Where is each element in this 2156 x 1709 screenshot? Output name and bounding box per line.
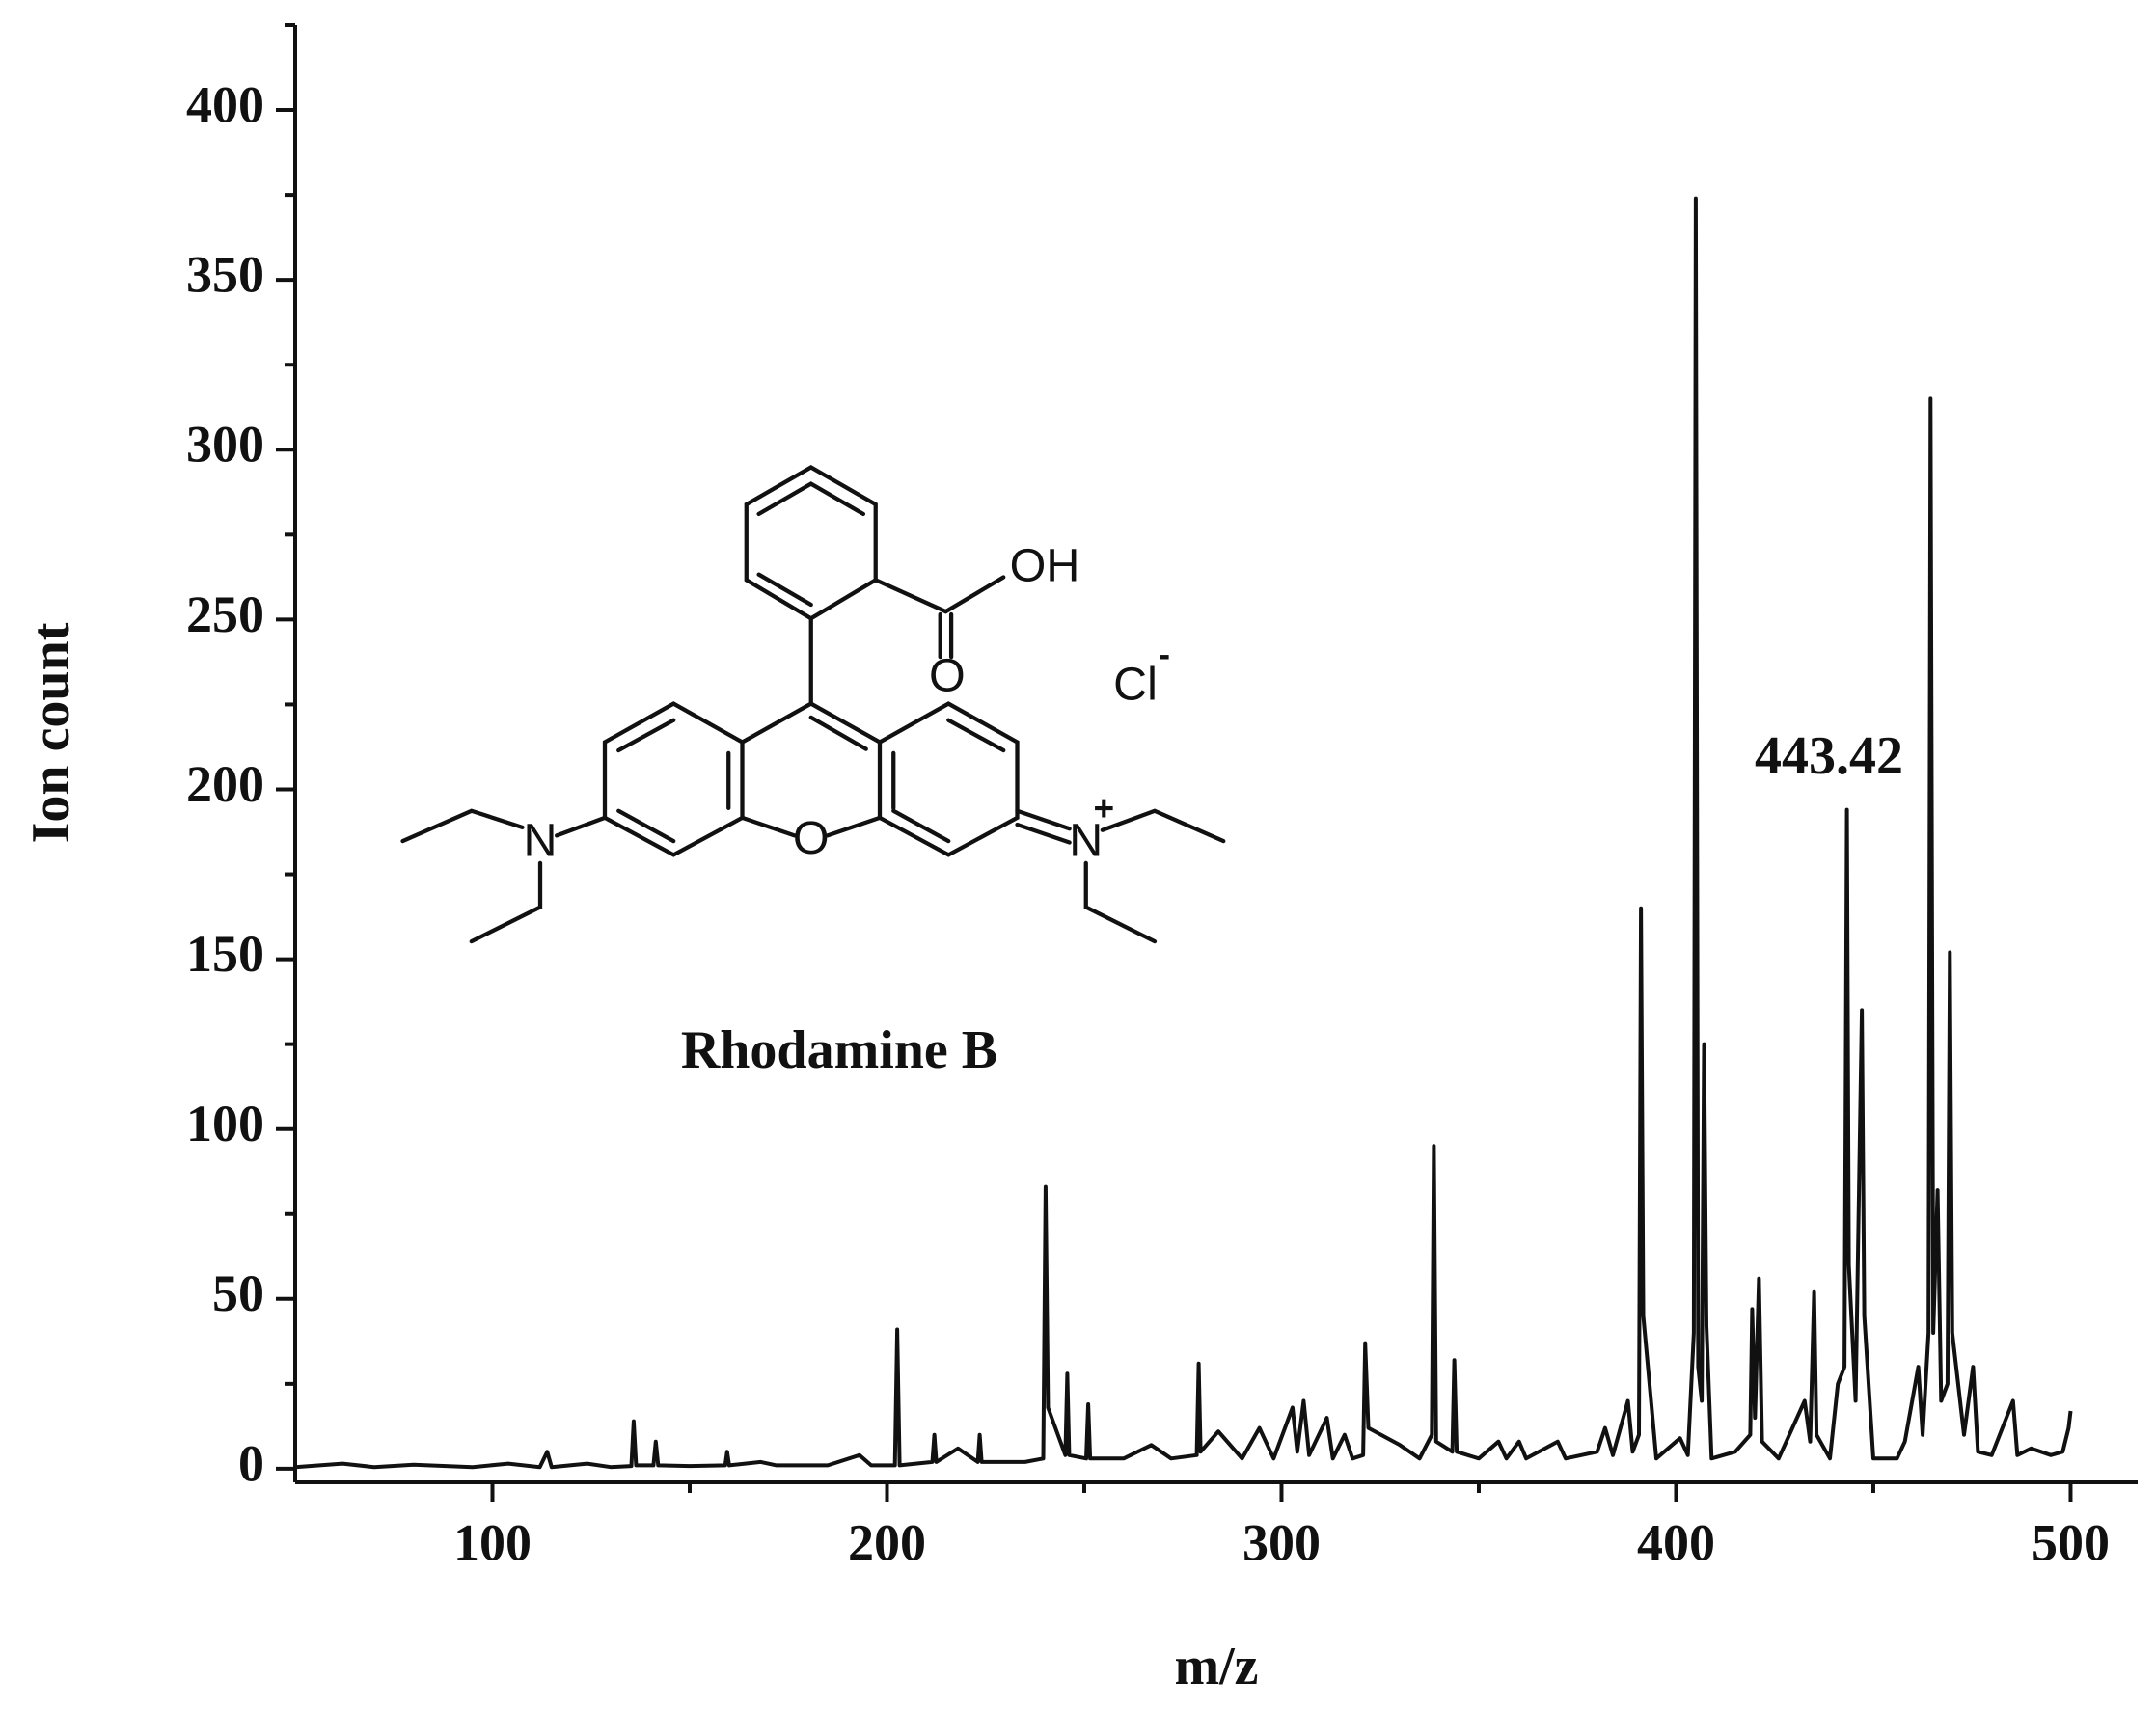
peak-annotation: 443.42: [1755, 726, 1903, 786]
ring: [740, 701, 883, 745]
y-tick-label: 100: [186, 1095, 264, 1153]
x-tick-label: 400: [1637, 1513, 1715, 1571]
ring-inner: [756, 572, 813, 608]
bond: [943, 575, 1006, 614]
bond: [1083, 860, 1158, 944]
bond: [1015, 822, 1072, 845]
x-tick-label: 500: [2032, 1513, 2110, 1571]
ring-inner: [891, 808, 951, 844]
atom-label: N: [1069, 815, 1103, 867]
ring: [877, 701, 1020, 857]
y-tick-label: 150: [186, 925, 264, 983]
bond: [873, 578, 948, 614]
y-tick-label: 400: [186, 75, 264, 133]
atom-label: OH: [1010, 540, 1080, 592]
y-tick-label: 350: [186, 246, 264, 304]
ring: [744, 465, 878, 621]
atom-label: O: [929, 650, 966, 702]
x-axis-title: m/z: [1174, 1637, 1258, 1696]
spectrum-line: [294, 196, 2073, 1470]
y-tick-label: 300: [186, 416, 264, 474]
y-axis-title: Ion count: [21, 622, 81, 843]
atom-label: O: [793, 812, 830, 864]
compound-name: Rhodamine B: [681, 1020, 997, 1080]
bond: [400, 808, 525, 844]
bond: [1015, 808, 1072, 831]
charge-label: -: [1159, 634, 1170, 674]
ring-inner: [616, 808, 676, 844]
ring-inner: [616, 718, 676, 753]
y-tick-label: 250: [186, 585, 264, 643]
ring-inner: [946, 718, 1006, 753]
charge-label: +: [1093, 788, 1114, 828]
ring: [602, 701, 745, 857]
bond: [1100, 808, 1226, 844]
bond: [740, 815, 797, 838]
bond: [469, 860, 543, 944]
structure: OH O O N N Cl + -: [400, 465, 1226, 944]
ring-inner: [756, 481, 866, 517]
atom-label: Cl: [1113, 658, 1158, 710]
bond: [825, 815, 883, 838]
atom-label: N: [524, 815, 558, 867]
ring-inner: [808, 715, 868, 751]
y-tick-label: 0: [238, 1434, 264, 1492]
y-tick-label: 50: [212, 1264, 264, 1322]
y-tick-label: 200: [186, 755, 264, 813]
x-tick-label: 200: [848, 1513, 926, 1571]
x-tick-label: 300: [1242, 1513, 1321, 1571]
x-tick-label: 100: [453, 1513, 532, 1571]
bond: [554, 815, 608, 838]
